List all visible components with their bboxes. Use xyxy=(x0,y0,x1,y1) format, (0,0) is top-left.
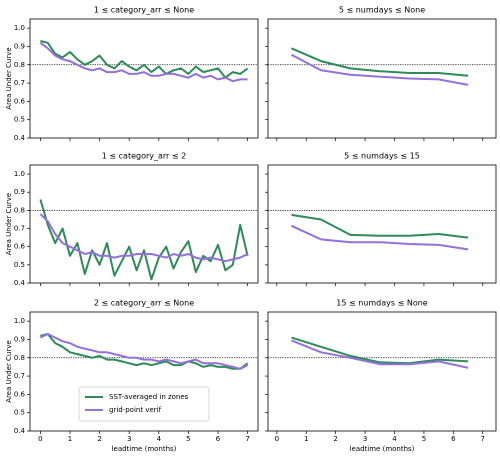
panel-title: 5 ≤ numdays ≤ 15 xyxy=(344,152,420,161)
y-tick-label: 0.6 xyxy=(14,243,26,251)
legend-box xyxy=(78,386,210,422)
series-line xyxy=(39,41,248,83)
axes-frame xyxy=(29,164,259,284)
y-tick-label: 0.5 xyxy=(14,261,25,269)
axes-frame xyxy=(29,18,259,139)
legend-label: SST-averaged in zones xyxy=(109,393,189,401)
y-tick-label: 0.4 xyxy=(14,134,26,142)
series-line xyxy=(39,213,249,263)
panel-title: 15 ≤ numdays ≤ None xyxy=(336,299,428,308)
x-tick-label: 4 xyxy=(392,435,397,443)
x-tick-label: 6 xyxy=(451,435,456,443)
series-line xyxy=(40,333,249,370)
series-line xyxy=(39,333,249,370)
y-tick-label: 0.4 xyxy=(14,279,26,287)
x-tick-label: 6 xyxy=(216,435,221,443)
y-tick-label: 0.8 xyxy=(14,206,25,214)
x-tick-label: 1 xyxy=(68,435,72,443)
panel-title: 5 ≤ numdays ≤ None xyxy=(339,6,425,15)
y-tick-label: 0.9 xyxy=(14,335,25,343)
y-tick-label: 1.0 xyxy=(14,24,25,32)
x-tick-label: 5 xyxy=(186,435,190,443)
y-tick-label: 0.5 xyxy=(14,409,25,417)
axes-frame xyxy=(267,164,497,284)
panel-title: 2 ≤ category_arr ≤ None xyxy=(94,299,194,308)
x-axis-label: leadtime (months) xyxy=(112,445,177,453)
x-tick-label: 2 xyxy=(97,435,101,443)
y-tick-label: 0.6 xyxy=(14,390,26,398)
y-tick-label: 0.9 xyxy=(14,188,25,196)
y-axis-label: Area Under Curve xyxy=(5,193,13,255)
panel-title: 1 ≤ category_arr ≤ 2 xyxy=(102,152,186,161)
legend-label: grid-point verif xyxy=(109,406,162,414)
x-tick-label: 1 xyxy=(304,435,308,443)
x-tick-label: 0 xyxy=(38,435,42,443)
series-line xyxy=(291,336,469,365)
x-tick-label: 7 xyxy=(245,435,249,443)
y-tick-label: 0.4 xyxy=(14,427,26,435)
y-tick-label: 0.5 xyxy=(14,116,25,124)
series-line xyxy=(40,40,249,79)
y-axis-label: Area Under Curve xyxy=(5,47,13,109)
axes-frame xyxy=(267,311,497,432)
x-tick-label: 0 xyxy=(275,435,279,443)
series-line xyxy=(291,213,469,239)
x-tick-label: 2 xyxy=(333,435,337,443)
series-line xyxy=(39,199,249,281)
y-tick-label: 0.7 xyxy=(14,79,25,87)
x-axis-label: leadtime (months) xyxy=(350,445,415,453)
series-line xyxy=(291,47,469,77)
y-tick-label: 0.7 xyxy=(14,372,25,380)
series-line xyxy=(291,53,469,86)
y-tick-label: 0.7 xyxy=(14,225,25,233)
axes-frame xyxy=(29,311,259,432)
series-line xyxy=(291,224,469,251)
y-axis-label: Area Under Curve xyxy=(5,340,13,402)
y-tick-label: 0.8 xyxy=(14,61,25,69)
panel-title: 1 ≤ category_arr ≤ None xyxy=(94,6,194,15)
series-line xyxy=(291,339,469,369)
x-tick-label: 7 xyxy=(481,435,485,443)
x-tick-label: 4 xyxy=(157,435,162,443)
y-tick-label: 0.9 xyxy=(14,42,25,50)
x-tick-label: 3 xyxy=(127,435,131,443)
x-tick-label: 5 xyxy=(422,435,426,443)
x-tick-label: 3 xyxy=(363,435,367,443)
y-tick-label: 1.0 xyxy=(14,170,25,178)
y-tick-label: 0.6 xyxy=(14,97,26,105)
y-tick-label: 1.0 xyxy=(14,317,25,325)
y-tick-label: 0.8 xyxy=(14,354,25,362)
axes-frame xyxy=(267,18,497,139)
